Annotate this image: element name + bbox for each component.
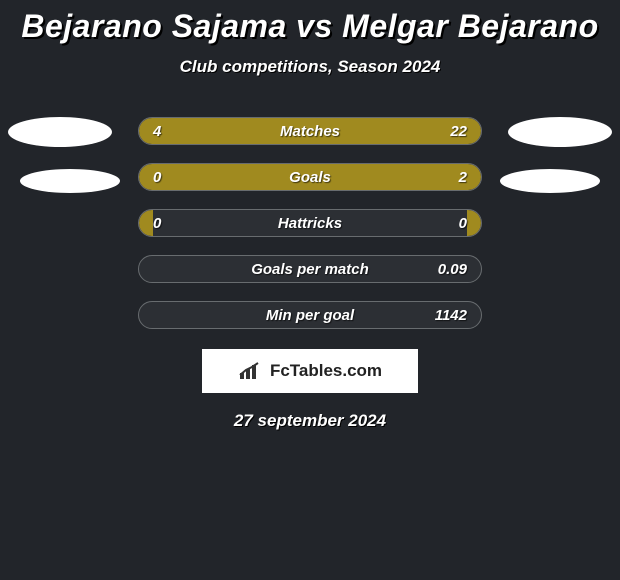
- bar-chart-icon: [238, 361, 264, 381]
- stat-row: 02Goals: [138, 163, 482, 191]
- stat-label: Min per goal: [139, 302, 481, 328]
- team-badge-right: [500, 169, 600, 193]
- stat-label: Goals per match: [139, 256, 481, 282]
- subtitle: Club competitions, Season 2024: [0, 57, 620, 77]
- infographic-root: Bejarano Sajama vs Melgar Bejarano Club …: [0, 0, 620, 431]
- page-title: Bejarano Sajama vs Melgar Bejarano: [0, 8, 620, 45]
- stat-row: 0.09Goals per match: [138, 255, 482, 283]
- stat-row: 422Matches: [138, 117, 482, 145]
- fctables-logo: FcTables.com: [202, 349, 418, 393]
- logo-text: FcTables.com: [270, 361, 382, 381]
- stat-label: Matches: [139, 118, 481, 144]
- stat-label: Goals: [139, 164, 481, 190]
- team-badge-left: [8, 117, 112, 147]
- stat-label: Hattricks: [139, 210, 481, 236]
- stat-row: 00Hattricks: [138, 209, 482, 237]
- team-badge-left: [20, 169, 120, 193]
- stat-row: 1142Min per goal: [138, 301, 482, 329]
- date-line: 27 september 2024: [0, 411, 620, 431]
- team-badge-right: [508, 117, 612, 147]
- stats-area: 422Matches 02Goals 00Hattricks 0.09Goals pe…: [0, 117, 620, 329]
